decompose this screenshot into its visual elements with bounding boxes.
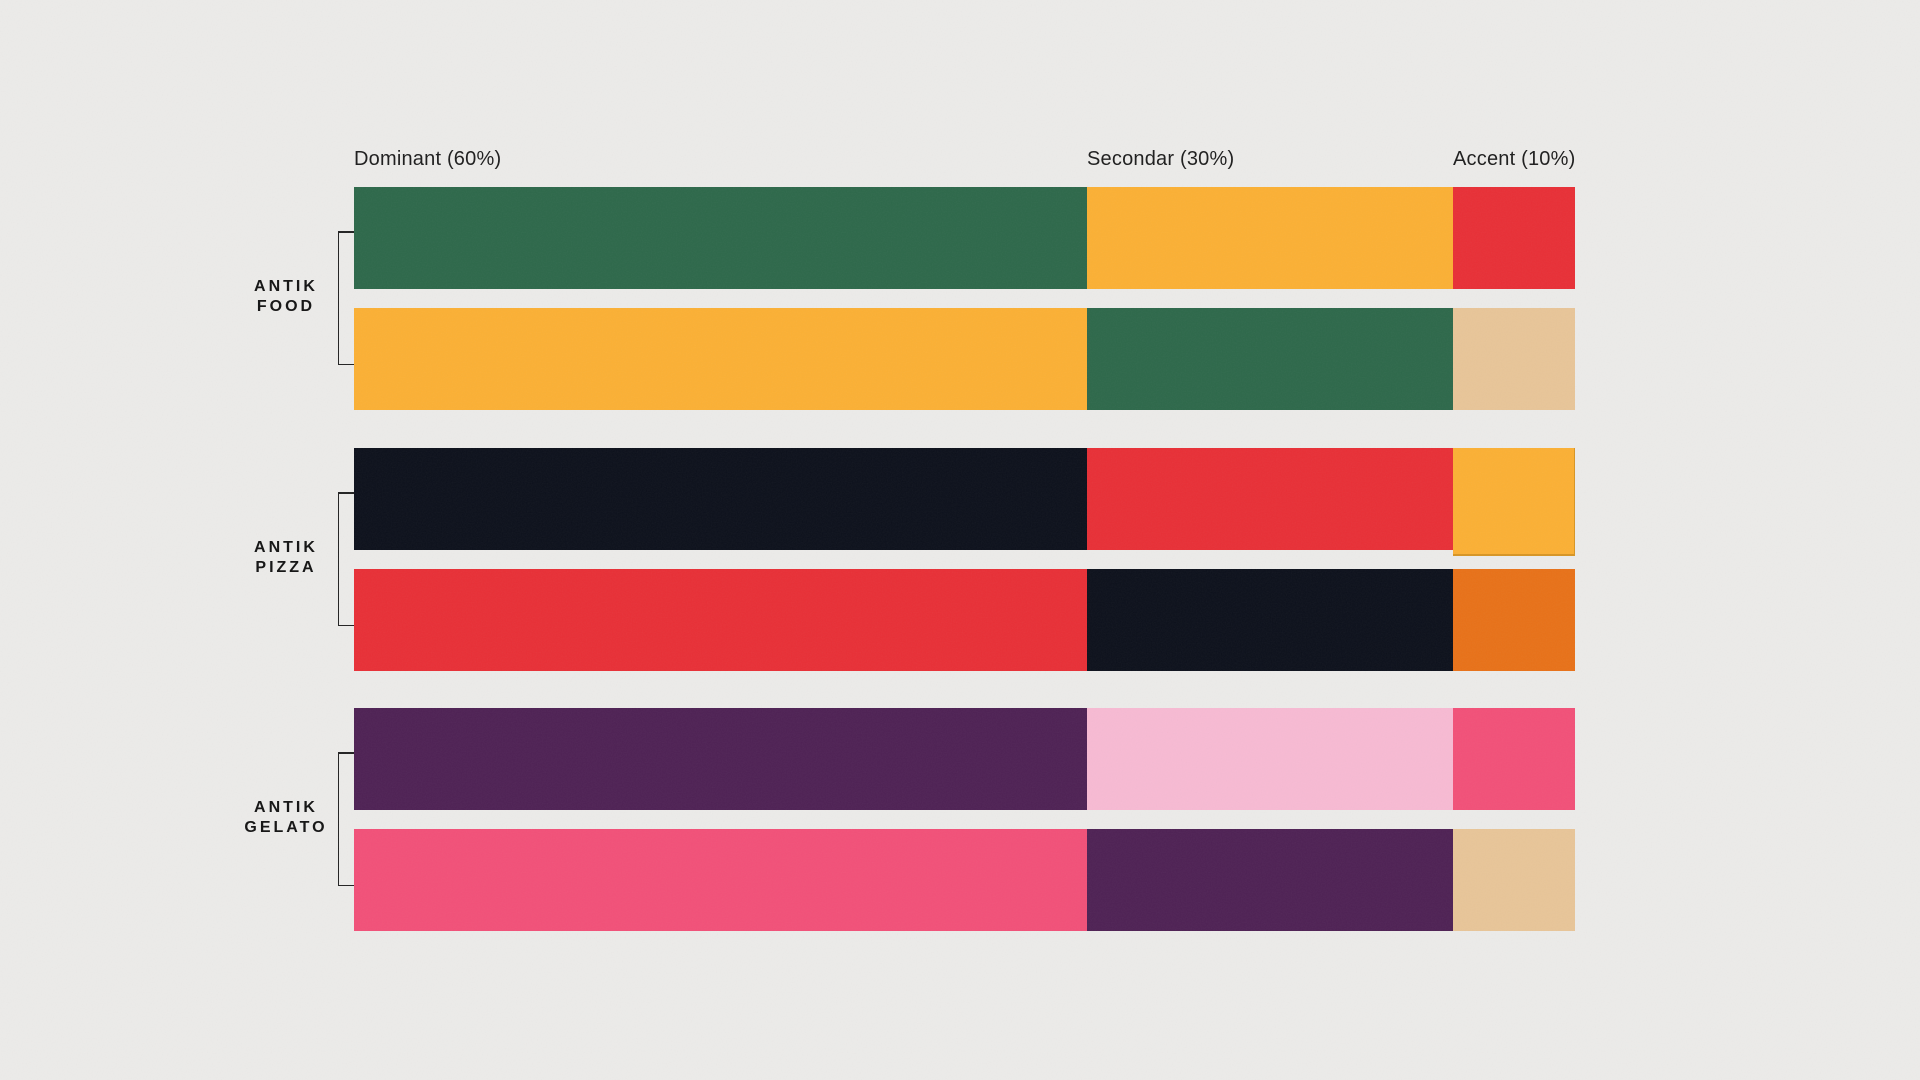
- palette-row: [354, 448, 1575, 556]
- palette-row: [354, 708, 1575, 810]
- bracket-tick: [339, 624, 355, 626]
- color-swatch-secondary-light-pink: [1086, 708, 1453, 810]
- color-swatch-secondary-red: [1086, 448, 1453, 550]
- column-header-secondary: Secondar (30%): [1087, 148, 1235, 170]
- color-swatch-accent-red: [1452, 187, 1575, 289]
- palette-rows: [354, 708, 1575, 931]
- group-bracket: [338, 231, 355, 365]
- bracket-tick: [339, 231, 355, 233]
- palette-row: [354, 829, 1575, 931]
- color-swatch-accent-tan: [1452, 308, 1575, 410]
- palette-group-antik-pizza: ANTIK PIZZA: [0, 448, 1920, 671]
- palette-row: [354, 569, 1575, 671]
- bracket-tick: [339, 363, 355, 365]
- color-swatch-accent-tan: [1452, 829, 1575, 931]
- group-bracket: [338, 752, 355, 886]
- color-swatch-dominant-ink-black: [354, 448, 1087, 550]
- palette-rows: [354, 187, 1575, 410]
- palette-group-antik-food: ANTIK FOOD: [0, 187, 1920, 410]
- column-header-accent: Accent (10%): [1453, 148, 1576, 170]
- color-swatch-dominant-hot-pink: [354, 829, 1087, 931]
- bracket-tick: [339, 884, 355, 886]
- color-swatch-accent-hot-pink: [1452, 708, 1575, 810]
- palette-group-antik-gelato: ANTIK GELATO: [0, 708, 1920, 931]
- palette-rows: [354, 448, 1575, 671]
- color-swatch-secondary-amber-yellow: [1086, 187, 1453, 289]
- color-swatch-dominant-red: [354, 569, 1087, 671]
- color-swatch-dominant-deep-purple: [354, 708, 1087, 810]
- color-swatch-secondary-forest-green: [1086, 308, 1453, 410]
- palette-row: [354, 308, 1575, 410]
- bracket-tick: [339, 492, 355, 494]
- color-swatch-secondary-deep-purple: [1086, 829, 1453, 931]
- color-swatch-accent-amber-yellow: [1452, 448, 1575, 556]
- color-swatch-dominant-forest-green: [354, 187, 1087, 289]
- column-header-dominant: Dominant (60%): [354, 148, 502, 170]
- color-swatch-accent-orange: [1452, 569, 1575, 671]
- palette-row: [354, 187, 1575, 289]
- color-swatch-secondary-ink-black: [1086, 569, 1453, 671]
- color-swatch-dominant-amber-yellow: [354, 308, 1087, 410]
- bracket-tick: [339, 752, 355, 754]
- group-bracket: [338, 492, 355, 626]
